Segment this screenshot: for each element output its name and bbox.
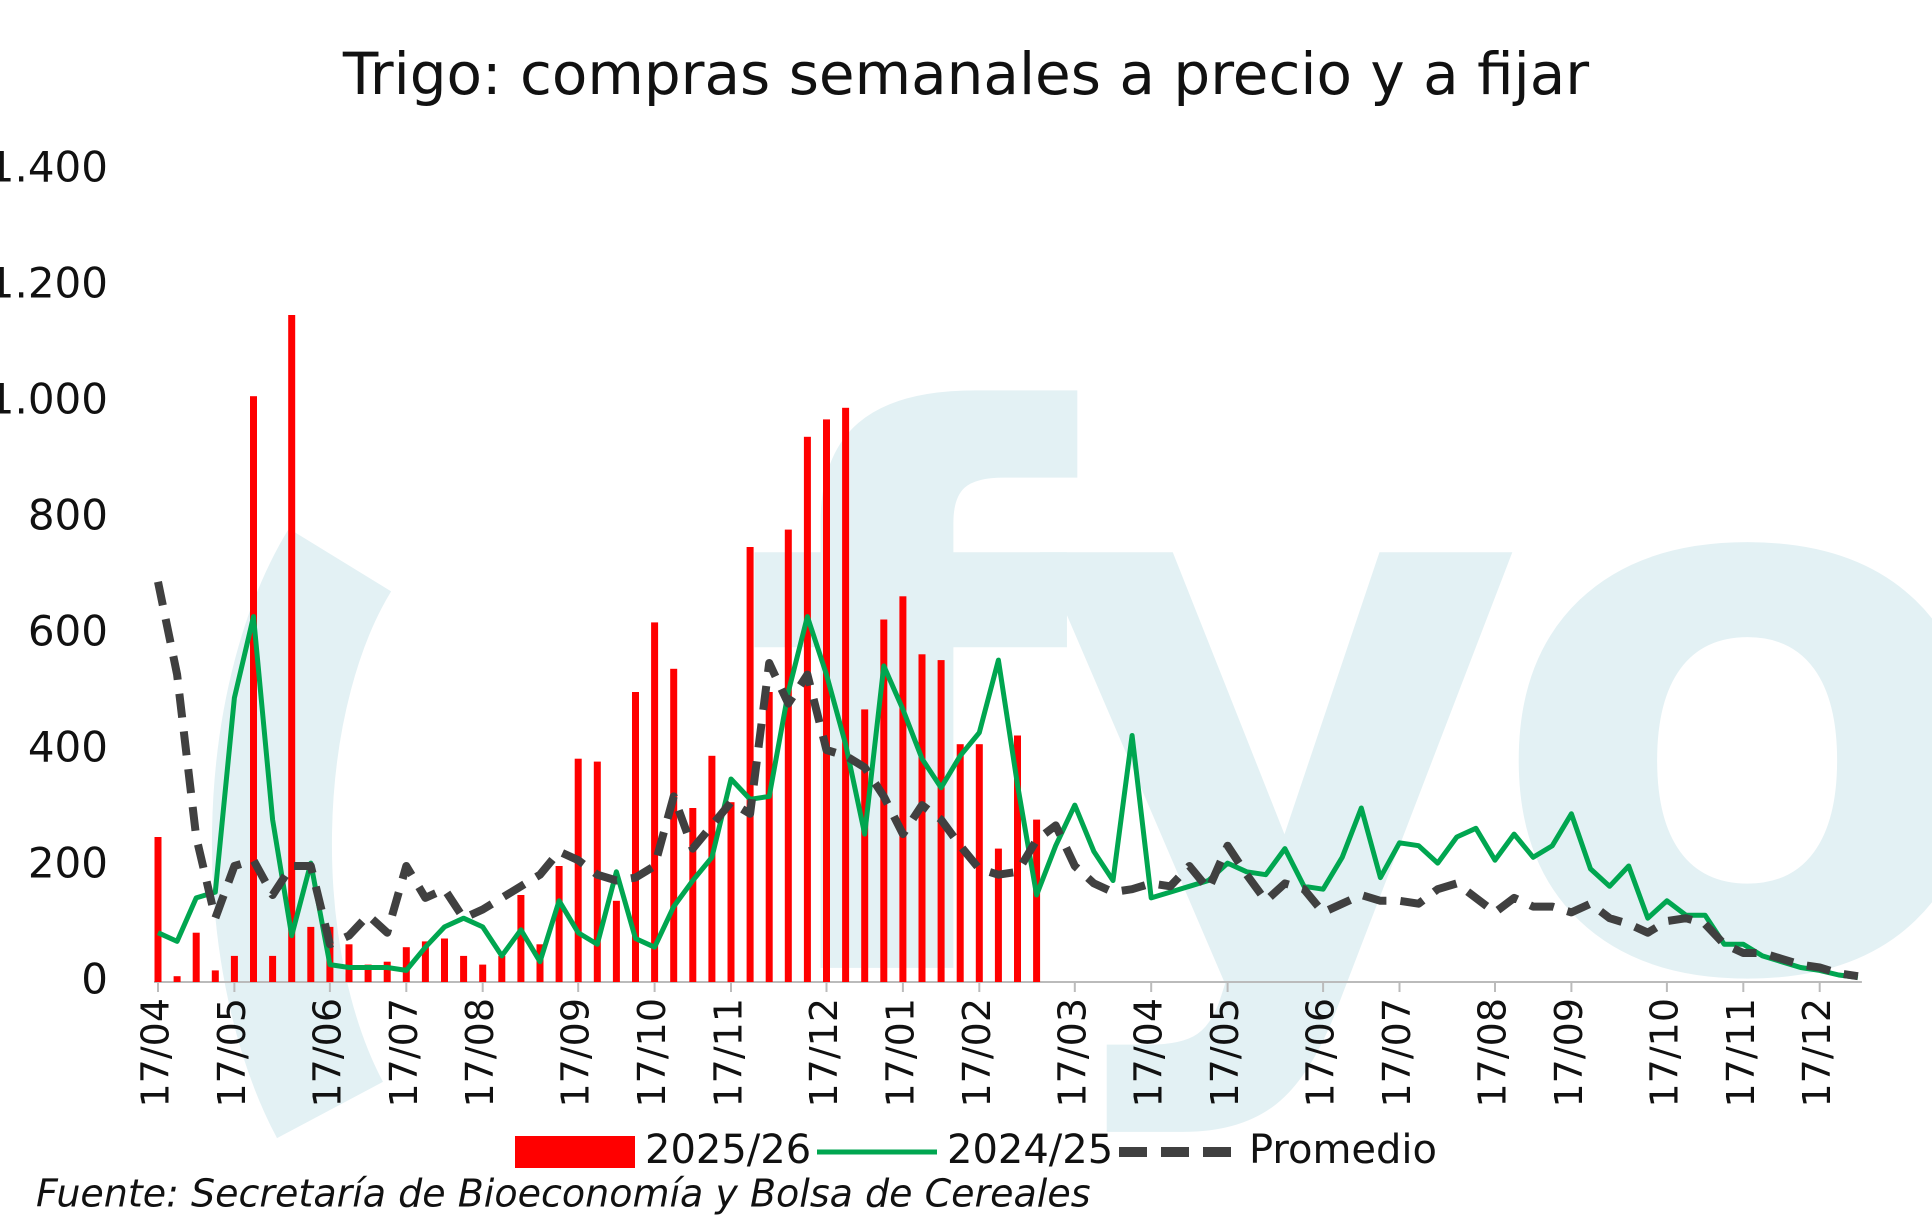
bar bbox=[460, 955, 468, 982]
y-tick-label: 800 bbox=[28, 491, 108, 540]
bar bbox=[288, 315, 296, 982]
bar bbox=[746, 547, 754, 982]
x-tick-label: 17/09 bbox=[554, 998, 598, 1108]
x-tick-label: 17/07 bbox=[1375, 998, 1419, 1108]
x-tick-label: 17/08 bbox=[1471, 998, 1515, 1108]
y-tick-label: 0 bbox=[81, 955, 108, 1004]
y-tick-label: 1.400 bbox=[0, 143, 108, 192]
bar bbox=[708, 755, 716, 982]
x-tick-label: 17/10 bbox=[630, 998, 674, 1108]
bar bbox=[918, 654, 926, 982]
bar bbox=[192, 932, 200, 982]
x-tick-label: 17/12 bbox=[1795, 998, 1839, 1108]
bar bbox=[803, 436, 811, 982]
bar bbox=[612, 900, 620, 982]
bar bbox=[574, 758, 582, 982]
y-tick-label: 1.000 bbox=[0, 375, 108, 424]
bar bbox=[364, 964, 372, 982]
bar bbox=[861, 709, 869, 982]
bar bbox=[421, 941, 429, 982]
line bbox=[156, 614, 1859, 980]
x-tick-label: 17/05 bbox=[1203, 998, 1247, 1108]
legend-label: Promedio bbox=[1249, 1127, 1437, 1173]
bar bbox=[765, 692, 773, 982]
bar bbox=[632, 692, 639, 982]
bar bbox=[823, 419, 830, 982]
bar bbox=[555, 866, 563, 982]
bar bbox=[211, 970, 219, 982]
bar bbox=[402, 947, 410, 982]
x-tick-label: 17/10 bbox=[1642, 998, 1686, 1108]
x-tick-label: 17/07 bbox=[382, 998, 426, 1108]
x-tick-label: 17/04 bbox=[134, 998, 178, 1108]
bar bbox=[154, 837, 162, 982]
bar bbox=[250, 396, 257, 982]
x-tick-label: 17/04 bbox=[1127, 998, 1171, 1108]
y-tick-label: 200 bbox=[28, 839, 108, 888]
bar bbox=[899, 596, 907, 982]
x-tick-label: 17/06 bbox=[1299, 998, 1343, 1108]
bar bbox=[498, 955, 506, 982]
x-tick-label: 17/09 bbox=[1547, 998, 1591, 1108]
x-tick-label: 17/06 bbox=[305, 998, 349, 1108]
bar bbox=[383, 961, 391, 982]
bar bbox=[479, 964, 487, 982]
bar bbox=[307, 926, 315, 982]
chart-title: Trigo: compras semanales a precio y a fi… bbox=[342, 40, 1589, 108]
bar bbox=[173, 976, 181, 982]
bar bbox=[1014, 735, 1021, 982]
bar bbox=[956, 744, 964, 982]
legend-swatch bbox=[515, 1136, 635, 1168]
y-tick-label: 400 bbox=[28, 723, 108, 772]
x-tick-label: 17/05 bbox=[210, 998, 254, 1108]
x-tick-label: 17/01 bbox=[878, 998, 922, 1108]
x-tick-label: 17/11 bbox=[707, 998, 751, 1108]
bar bbox=[670, 668, 678, 982]
x-tick-label: 17/11 bbox=[1719, 998, 1763, 1108]
bar bbox=[994, 848, 1002, 982]
x-tick-label: 17/08 bbox=[458, 998, 502, 1108]
bar bbox=[727, 802, 735, 982]
dashed-line bbox=[154, 580, 1859, 981]
bar bbox=[269, 955, 277, 982]
legend-label: 2025/26 bbox=[645, 1127, 811, 1173]
legend-label: 2024/25 bbox=[947, 1127, 1113, 1173]
bar bbox=[689, 808, 697, 982]
bar bbox=[1033, 819, 1041, 982]
x-tick-label: 17/03 bbox=[1050, 998, 1094, 1108]
y-tick-label: 600 bbox=[28, 607, 108, 656]
source-note: Fuente: Secretaría de Bioeconomía y Bols… bbox=[36, 1172, 1091, 1216]
bar bbox=[230, 955, 238, 982]
bar bbox=[517, 895, 525, 982]
bar bbox=[345, 944, 353, 982]
bar bbox=[784, 529, 792, 982]
bar bbox=[441, 938, 448, 982]
x-tick-label: 17/12 bbox=[802, 998, 846, 1108]
y-tick-label: 1.200 bbox=[0, 259, 108, 308]
bar bbox=[842, 407, 850, 982]
x-tick-label: 17/02 bbox=[955, 998, 999, 1108]
bar bbox=[651, 622, 659, 982]
